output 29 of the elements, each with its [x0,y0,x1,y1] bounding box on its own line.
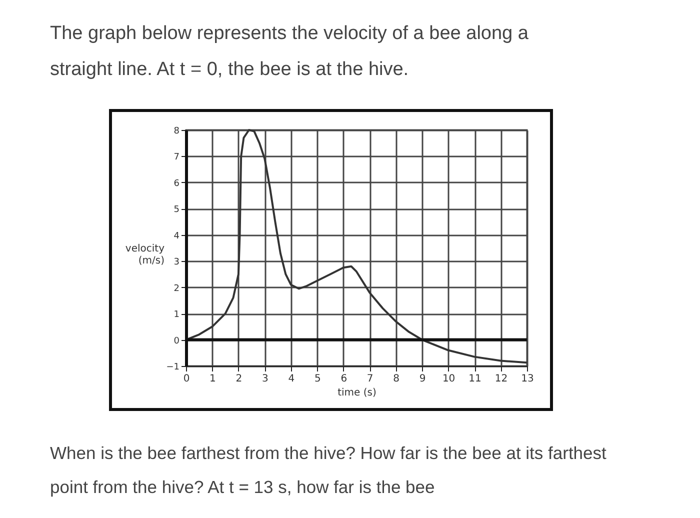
y-tick-label: 4 [174,231,180,242]
x-tick-label: 12 [494,374,508,384]
y-tick-label: 1 [174,310,180,320]
y-axis-title: velocity (m/s) [125,244,165,266]
x-tick-label: 13 [521,374,534,384]
x-tick-label: 9 [419,374,426,384]
x-tick-label: 11 [468,374,482,384]
y-tick-label: 7 [174,152,180,163]
y-tick-label: 2 [174,284,180,294]
y-tick-label: 5 [174,205,180,216]
x-tick-label: 1 [210,374,216,384]
x-tick-label: 10 [442,374,456,384]
y-tick-label: −1 [166,362,180,372]
x-tick-label: 0 [183,374,190,384]
chart-title: The graph below represents the velocity of a bee along a straight line. At t = 0, the bee is at the hive. [50,22,530,82]
x-tick-label: 6 [340,374,348,384]
y-tick-label: 8 [174,126,180,136]
x-tick-label: 4 [288,374,295,384]
x-tick-label: 5 [314,374,321,384]
text: When is the bee farthest from the hive? How far is the bee at its farthest point from the hive? At t = 13 s, how far is the bee [50,442,608,499]
x-tick-label: 7 [366,374,374,384]
x-tick-label: 2 [236,374,242,384]
x-tick-label: 3 [262,374,268,384]
y-tick-label: 6 [174,178,180,189]
x-tick-label: 8 [393,374,400,384]
y-tick-label: 3 [174,258,180,268]
line-series [185,129,528,364]
x-axis-title: time (s) [338,388,376,398]
y-tick-label: 0 [174,336,180,346]
